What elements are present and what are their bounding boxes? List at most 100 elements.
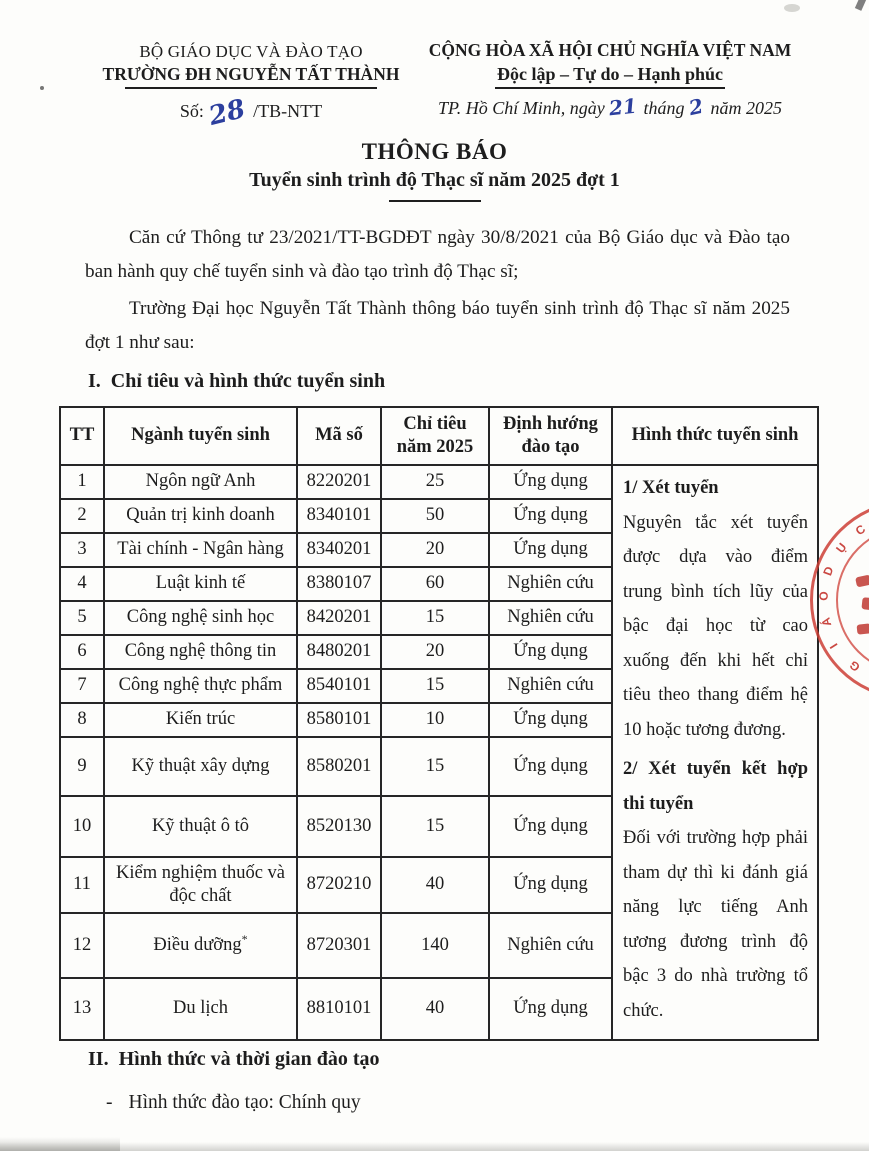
cell-nganh: Luật kinh tế xyxy=(103,566,298,602)
table-row: 1 Ngôn ngữ Anh 8220201 25 Ứng dụng 1/ Xét tuy… xyxy=(59,464,819,1041)
cell-chi-tieu: 25 xyxy=(380,464,490,500)
table-row: 2 Quản trị kinh doanh 8340101 50 Ứng dụng xyxy=(59,498,818,534)
table-row: 4 Luật kinh tế 8380107 60 Nghiên cứu xyxy=(59,566,818,602)
cell-tt: 5 xyxy=(59,600,105,636)
table-row: 3 Tài chính - Ngân hàng 8340201 20 Ứng dụng xyxy=(59,532,818,568)
stamp-mark xyxy=(856,623,869,635)
intro-paragraph-2: Trường Đại học Nguyễn Tất Thành thông bá… xyxy=(85,298,790,353)
cell-ma-so: 8540101 xyxy=(296,668,382,704)
cell-nganh: Ngôn ngữ Anh xyxy=(103,464,298,500)
cell-dinh-huong: Ứng dụng xyxy=(488,856,613,914)
cell-nganh: Công nghệ thực phẩm xyxy=(103,668,298,704)
stamp-letter: G xyxy=(846,657,863,675)
cell-chi-tieu: 20 xyxy=(380,634,490,670)
scan-artifact-dot xyxy=(40,86,44,90)
document-number-suffix: /TB-NTT xyxy=(253,101,323,121)
document-number-handwritten: 28 xyxy=(206,94,249,132)
table-row: 5 Công nghệ sinh học 8420201 15 Nghiên cứu xyxy=(59,600,818,636)
scan-shade-corner xyxy=(0,1137,120,1151)
cell-tt: 7 xyxy=(59,668,105,704)
cell-dinh-huong: Nghiên cứu xyxy=(488,600,613,636)
org-header-block: BỘ GIÁO DỤC VÀ ĐÀO TẠO TRƯỜNG ĐH NGUYỄN … xyxy=(98,42,404,132)
cell-hinh-thuc-tuyen-sinh: 1/ Xét tuyển Nguyên tắc xét tuyển được dự… xyxy=(611,464,819,1041)
scan-shade-bottom xyxy=(0,1142,869,1151)
title-underline xyxy=(388,200,481,202)
date-month-handwritten: 2 xyxy=(686,93,706,121)
cell-chi-tieu: 15 xyxy=(380,600,490,636)
bullet-text: Hình thức đào tạo: Chính quy xyxy=(128,1092,361,1113)
footnote-asterisk: * xyxy=(241,931,248,946)
cell-chi-tieu: 40 xyxy=(380,977,490,1041)
cell-nganh: Kỹ thuật ô tô xyxy=(103,795,298,858)
cell-nganh: Công nghệ sinh học xyxy=(103,600,298,636)
university-underline xyxy=(125,87,377,89)
section-2-title: Hình thức và thời gian đào tạo xyxy=(118,1048,380,1070)
cell-dinh-huong: Nghiên cứu xyxy=(488,668,613,704)
cell-ma-so: 8580201 xyxy=(296,736,382,797)
table-row: 7 Công nghệ thực phẩm 8540101 15 Nghiên cứu xyxy=(59,668,818,704)
admission-method-heading: 2/ Xét tuyển kết hợp thi tuyển xyxy=(623,759,808,814)
cell-dinh-huong: Nghiên cứu xyxy=(488,912,613,979)
header-chi-tieu: Chỉ tiêu năm 2025 xyxy=(380,406,490,466)
table-row: 9 Kỹ thuật xây dựng 8580201 15 Ứng dụng xyxy=(59,736,818,797)
cell-ma-so: 8810101 xyxy=(296,977,382,1041)
header-ma-so: Mã số xyxy=(296,406,382,466)
cell-ma-so: 8340101 xyxy=(296,498,382,534)
stamp-inner-ring xyxy=(836,526,869,674)
document-number-prefix: Số: xyxy=(179,101,204,121)
intro-paragraph-1: Căn cứ Thông tư 23/2021/TT-BGDĐT ngày 30… xyxy=(85,227,790,282)
cell-tt: 13 xyxy=(59,977,105,1041)
admission-method-heading: 1/ Xét tuyển xyxy=(623,478,719,498)
cell-ma-so: 8480201 xyxy=(296,634,382,670)
ministry-name: BỘ GIÁO DỤC VÀ ĐÀO TẠO xyxy=(139,42,363,61)
table-row: 10 Kỹ thuật ô tô 8520130 15 Ứng dụng xyxy=(59,795,818,858)
cell-dinh-huong: Ứng dụng xyxy=(488,702,613,738)
title-block: THÔNG BÁO Tuyển sinh trình độ Thạc sĩ nă… xyxy=(0,139,869,202)
cell-tt: 12 xyxy=(59,912,105,979)
cell-tt: 1 xyxy=(59,464,105,500)
cell-chi-tieu: 60 xyxy=(380,566,490,602)
cell-ma-so: 8720301 xyxy=(296,912,382,979)
admissions-table: TT Ngành tuyển sinh Mã số Chỉ tiêu năm 2… xyxy=(59,406,819,1041)
cell-dinh-huong: Ứng dụng xyxy=(488,498,613,534)
cell-chi-tieu: 15 xyxy=(380,736,490,797)
cell-dinh-huong: Nghiên cứu xyxy=(488,566,613,602)
place-date-line: TP. Hồ Chí Minh, ngày 21 tháng 2 năm 202… xyxy=(418,93,802,121)
table-row: 12 Điều dưỡng* 8720301 140 Nghiên cứu xyxy=(59,912,818,979)
cell-tt: 3 xyxy=(59,532,105,568)
cell-chi-tieu: 10 xyxy=(380,702,490,738)
cell-dinh-huong: Ứng dụng xyxy=(488,634,613,670)
table-row: 6 Công nghệ thông tin 8480201 20 Ứng dụng xyxy=(59,634,818,670)
bullet-dash: - xyxy=(106,1092,113,1113)
cell-tt: 10 xyxy=(59,795,105,858)
cell-ma-so: 8520130 xyxy=(296,795,382,858)
header-dinh-huong: Định hướng đào tạo xyxy=(488,406,613,466)
admissions-table-head: TT Ngành tuyển sinh Mã số Chỉ tiêu năm 2… xyxy=(59,406,819,466)
cell-tt: 2 xyxy=(59,498,105,534)
document-subtitle: Tuyển sinh trình độ Thạc sĩ năm 2025 đợt… xyxy=(249,169,620,191)
cell-dinh-huong: Ứng dụng xyxy=(488,464,613,500)
header-hinh-thuc: Hình thức tuyển sinh xyxy=(611,406,819,466)
section-2-heading: II. Hình thức và thời gian đào tạo xyxy=(88,1048,379,1071)
header-nganh: Ngành tuyển sinh xyxy=(103,406,298,466)
university-name: TRƯỜNG ĐH NGUYỄN TẤT THÀNH xyxy=(102,64,400,84)
admission-method-body: Nguyên tắc xét tuyển được dựa vào điểm t… xyxy=(623,512,808,740)
cell-chi-tieu: 15 xyxy=(380,668,490,704)
cell-nganh: Quản trị kinh doanh xyxy=(103,498,298,534)
date-suffix: năm 2025 xyxy=(710,98,782,118)
stamp-mark xyxy=(855,574,869,588)
cell-nganh: Công nghệ thông tin xyxy=(103,634,298,670)
intro-paragraphs: Căn cứ Thông tư 23/2021/TT-BGDĐT ngày 30… xyxy=(85,221,790,363)
cell-chi-tieu: 20 xyxy=(380,532,490,568)
admission-method-body: Đối với trường hợp phải tham dự thì ki đ… xyxy=(623,828,808,1021)
cell-tt: 8 xyxy=(59,702,105,738)
section-1-title: Chỉ tiêu và hình thức tuyển sinh xyxy=(110,370,386,392)
cell-dinh-huong: Ứng dụng xyxy=(488,736,613,797)
scan-artifact-corner xyxy=(854,0,867,11)
cell-chi-tieu: 40 xyxy=(380,856,490,914)
scan-artifact-smudge xyxy=(784,4,800,12)
cell-nganh: Kỹ thuật xây dựng xyxy=(103,736,298,797)
cell-nganh: Kiến trúc xyxy=(103,702,298,738)
stamp-letter: I xyxy=(827,641,841,652)
cell-nganh: Kiểm nghiệm thuốc và độc chất xyxy=(103,856,298,914)
